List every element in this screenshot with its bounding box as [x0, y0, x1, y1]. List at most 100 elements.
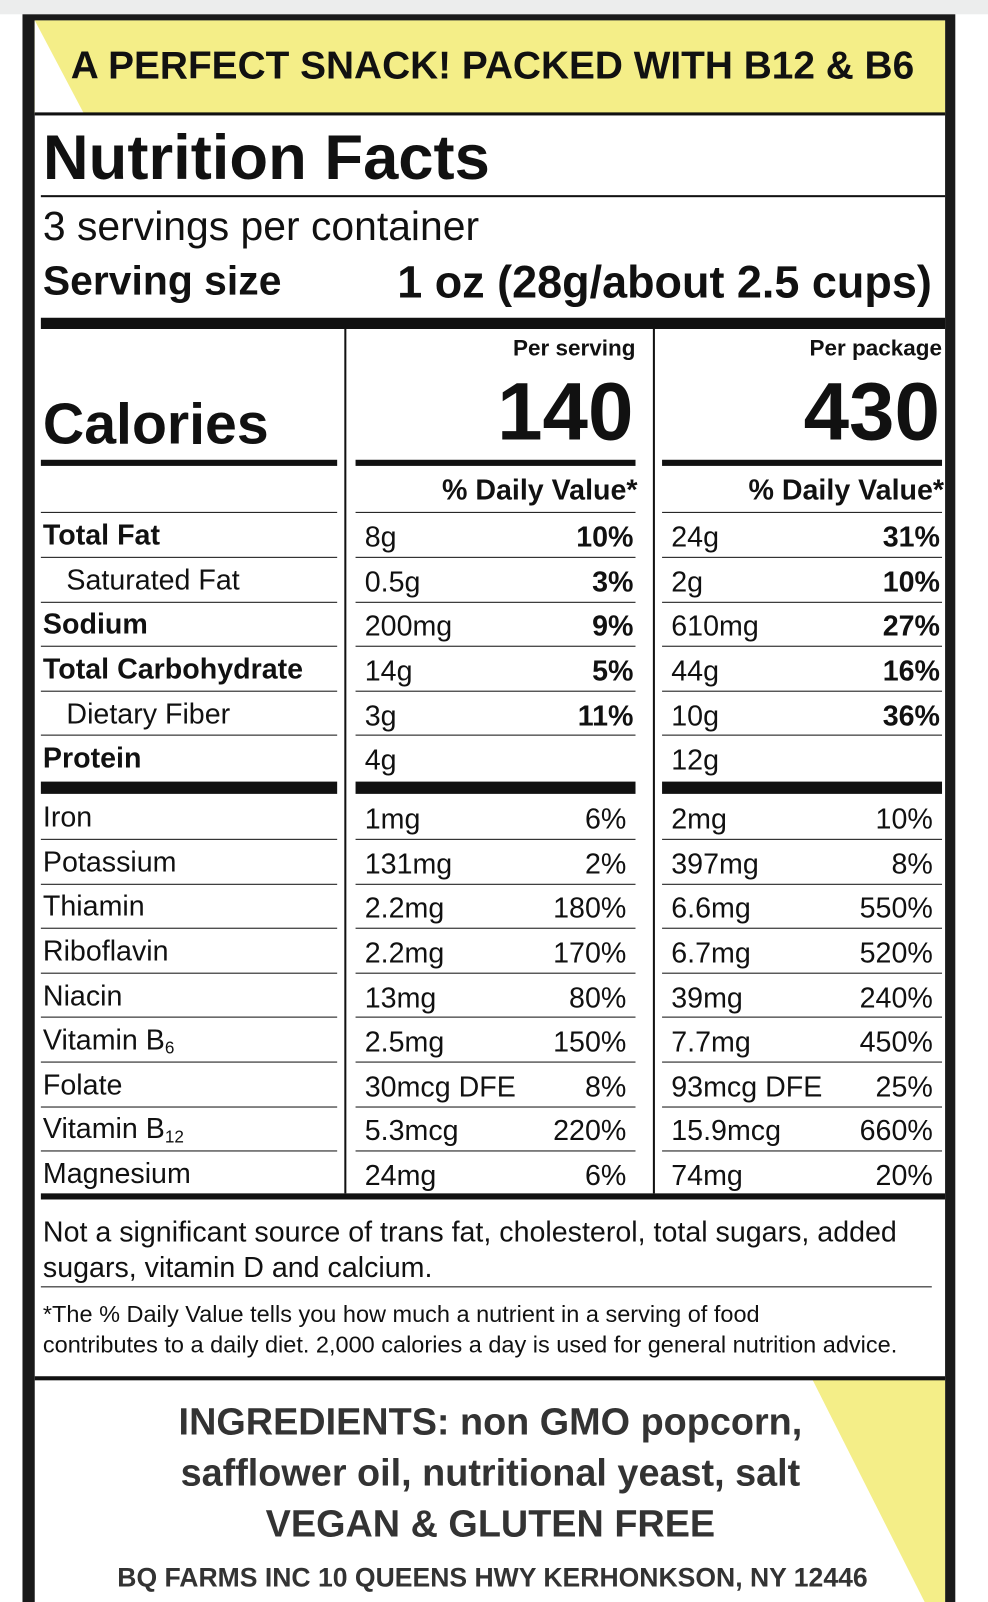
- rule: [355, 838, 636, 840]
- nutrient-name: Thiamin: [42, 890, 145, 922]
- serving-size-label: Serving size: [42, 258, 282, 304]
- amount: 4g: [364, 743, 397, 776]
- calories-label: Calories: [42, 391, 269, 457]
- rule: [40, 645, 338, 647]
- daily-value: 11%: [577, 699, 634, 732]
- browser-strip: [0, 0, 988, 15]
- amount: 0.5g: [364, 565, 421, 598]
- thick-rule: [662, 781, 943, 794]
- amount: 397mg: [671, 847, 759, 880]
- ingredients: VEGAN & GLUTEN FREE: [265, 1502, 716, 1545]
- calories-value: 430: [803, 365, 940, 457]
- thick-rule: [40, 317, 946, 329]
- amount: 15.9mcg: [671, 1115, 782, 1147]
- nutrient-name: Folate: [42, 1068, 123, 1101]
- thick-rule: [355, 781, 636, 794]
- dv-header: % Daily Value*: [441, 474, 638, 506]
- daily-value: 27%: [882, 610, 940, 643]
- nutrient-subscript: 6: [164, 1038, 175, 1058]
- amount: 74mg: [671, 1159, 743, 1192]
- nutrient-name: Potassium: [42, 845, 177, 878]
- rule: [40, 883, 338, 885]
- daily-value: 10%: [875, 803, 933, 835]
- daily-value: 660%: [859, 1115, 933, 1147]
- amount: 12g: [671, 743, 719, 776]
- rule: [662, 690, 943, 692]
- footnote: *The % Daily Value tells you how much a …: [42, 1300, 760, 1328]
- thick-rule: [40, 781, 338, 794]
- daily-value: 8%: [891, 847, 933, 880]
- amount: 24g: [671, 521, 719, 553]
- rule: [40, 690, 338, 692]
- daily-value: 150%: [553, 1025, 627, 1058]
- address: BQ FARMS INC 10 QUEENS HWY KERHONKSON, N…: [117, 1562, 868, 1594]
- rule: [662, 838, 943, 840]
- rule: [40, 972, 338, 974]
- amount: 8g: [364, 521, 397, 553]
- daily-value: 220%: [553, 1115, 627, 1147]
- daily-value: 240%: [859, 981, 933, 1014]
- rule: [40, 927, 338, 929]
- amount: 1mg: [364, 803, 421, 835]
- amount: 93mcg DFE: [671, 1070, 823, 1103]
- nutrient-subscript: 12: [164, 1127, 184, 1147]
- rule: [662, 1150, 943, 1152]
- servings-per-container: 3 servings per container: [42, 204, 480, 250]
- rule: [34, 112, 946, 116]
- daily-value: 3%: [592, 565, 634, 598]
- title: Nutrition Facts: [42, 122, 490, 193]
- rule: [40, 1017, 338, 1019]
- rule: [355, 601, 636, 603]
- rule: [355, 735, 636, 737]
- daily-value: 550%: [859, 892, 933, 925]
- amount: 2.5mg: [364, 1025, 445, 1058]
- rule: [355, 1061, 636, 1063]
- amount: 131mg: [364, 847, 453, 880]
- rule: [40, 838, 338, 840]
- column-header: Per package: [809, 334, 943, 361]
- ingredients-corner: [812, 1379, 946, 1602]
- rule: [40, 735, 338, 737]
- column-divider: [652, 328, 655, 1194]
- rule: [40, 1061, 338, 1063]
- rule: [355, 645, 636, 647]
- column-header: Per serving: [513, 334, 636, 361]
- rule: [40, 195, 946, 198]
- rule: [355, 1150, 636, 1152]
- daily-value: 520%: [859, 936, 933, 969]
- amount: 39mg: [671, 981, 743, 1014]
- banner-corner: [34, 20, 84, 114]
- amount: 7.7mg: [671, 1025, 751, 1058]
- rule: [662, 883, 943, 885]
- banner-text: A PERFECT SNACK! PACKED WITH B12 & B6: [70, 45, 915, 89]
- daily-value: 450%: [859, 1025, 933, 1058]
- nutrient-name: Dietary Fiber: [66, 697, 231, 730]
- nutrient-name: Niacin: [42, 979, 123, 1012]
- amount: 2g: [671, 565, 704, 598]
- daily-value: 8%: [584, 1070, 627, 1103]
- nutrient-name: Riboflavin: [42, 934, 169, 967]
- amount: 6.7mg: [671, 936, 751, 969]
- daily-value: 10%: [882, 565, 940, 598]
- amount: 44g: [671, 654, 719, 687]
- rule: [662, 1017, 943, 1019]
- nutrient-name: Sodium: [42, 608, 148, 640]
- not-significant: sugars, vitamin D and calcium.: [42, 1251, 433, 1284]
- ingredients: INGREDIENTS: non GMO popcorn,: [178, 1400, 803, 1443]
- daily-value: 36%: [882, 699, 940, 732]
- daily-value: 25%: [875, 1070, 933, 1103]
- rule: [40, 1106, 338, 1108]
- daily-value: 180%: [553, 892, 627, 925]
- amount: 2mg: [671, 803, 727, 835]
- daily-value: 10%: [576, 521, 634, 553]
- nutrient-name: Protein: [42, 741, 142, 774]
- rule: [662, 556, 943, 558]
- banner-background: [34, 20, 946, 114]
- thick-rule: [662, 459, 943, 466]
- calories-value: 140: [497, 365, 634, 457]
- section-rule: [34, 1376, 946, 1381]
- daily-value: 20%: [875, 1159, 933, 1192]
- daily-value: 5%: [592, 654, 634, 687]
- amount: 13mg: [364, 981, 437, 1014]
- rule: [662, 972, 943, 974]
